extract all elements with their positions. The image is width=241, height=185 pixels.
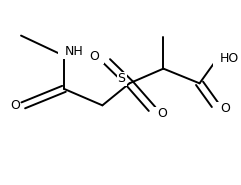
Text: O: O [10,99,20,112]
FancyBboxPatch shape [213,52,227,66]
Text: NH: NH [65,45,84,58]
Text: O: O [89,50,99,63]
FancyBboxPatch shape [215,102,225,115]
FancyBboxPatch shape [10,99,20,113]
Text: HO: HO [220,52,239,65]
Text: S: S [118,72,126,85]
FancyBboxPatch shape [116,72,127,86]
Text: O: O [220,102,230,115]
Text: O: O [158,107,167,120]
FancyBboxPatch shape [58,45,73,58]
FancyBboxPatch shape [94,50,104,64]
FancyBboxPatch shape [153,107,163,121]
